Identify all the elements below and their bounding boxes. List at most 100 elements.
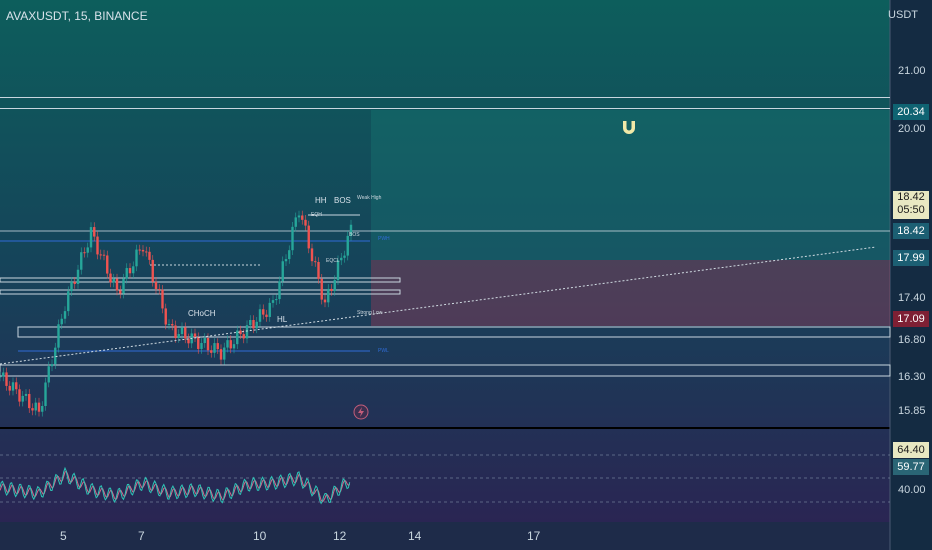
target-zone bbox=[371, 110, 890, 260]
candle bbox=[115, 278, 119, 291]
hh-label: HH bbox=[315, 196, 327, 205]
date-tick: 5 bbox=[60, 529, 67, 543]
candle bbox=[281, 261, 284, 282]
candle bbox=[128, 268, 132, 274]
candle bbox=[37, 402, 41, 412]
candle bbox=[161, 289, 164, 309]
candle bbox=[60, 318, 63, 325]
candle bbox=[86, 247, 89, 253]
price-label: 15.85 bbox=[898, 405, 926, 417]
candle bbox=[0, 376, 2, 378]
candle bbox=[57, 324, 60, 348]
candle bbox=[177, 334, 180, 339]
candle bbox=[320, 278, 323, 300]
candle bbox=[135, 249, 138, 267]
plot-background bbox=[0, 0, 890, 522]
candle bbox=[216, 343, 219, 350]
candle bbox=[141, 249, 145, 252]
candle bbox=[28, 393, 31, 409]
symbol-title: AVAXUSDT, 15, BINANCE bbox=[6, 9, 148, 23]
candle bbox=[265, 314, 268, 317]
level-line bbox=[0, 108, 890, 109]
candle bbox=[96, 236, 99, 255]
candle bbox=[245, 325, 249, 339]
candle bbox=[31, 408, 34, 411]
pwh-label: PWH bbox=[378, 236, 390, 242]
oscillator bbox=[0, 454, 890, 505]
candle bbox=[314, 261, 317, 263]
candle bbox=[304, 219, 307, 226]
candle bbox=[83, 252, 86, 254]
candle bbox=[167, 324, 171, 326]
price-label: 20.00 bbox=[898, 123, 926, 135]
candle bbox=[15, 382, 18, 390]
candle bbox=[11, 382, 15, 391]
date-tick: 7 bbox=[138, 529, 145, 543]
candle bbox=[164, 308, 167, 325]
oscillator-tag-value: 64.40 bbox=[893, 442, 929, 458]
structure-zones bbox=[0, 97, 891, 377]
trend-line[interactable] bbox=[0, 246, 877, 365]
candle bbox=[106, 255, 109, 274]
countdown-price: 18.42 bbox=[897, 191, 925, 203]
price-label: 16.80 bbox=[898, 334, 926, 346]
hl-label: HL bbox=[277, 315, 288, 324]
level-line bbox=[0, 97, 890, 98]
candle bbox=[41, 406, 44, 412]
candle bbox=[317, 261, 320, 279]
candle bbox=[193, 333, 197, 338]
level-zone bbox=[0, 364, 891, 377]
candle bbox=[346, 235, 349, 256]
candle bbox=[206, 338, 210, 351]
candle bbox=[213, 343, 216, 353]
countdown-tag: 18.42 05:50 bbox=[893, 191, 929, 219]
candle bbox=[80, 252, 83, 270]
candle bbox=[187, 338, 190, 344]
candle bbox=[24, 393, 28, 396]
price-axis-panel bbox=[890, 0, 932, 550]
candle bbox=[197, 337, 200, 349]
candle bbox=[232, 344, 236, 349]
lightning-icon[interactable] bbox=[353, 404, 369, 420]
candle bbox=[18, 389, 21, 402]
candle bbox=[125, 268, 128, 279]
candle bbox=[203, 338, 206, 344]
magnet-icon[interactable] bbox=[623, 121, 635, 134]
candle bbox=[249, 320, 252, 326]
bos-label: BOS bbox=[334, 196, 351, 205]
candle bbox=[50, 364, 54, 367]
candle bbox=[21, 395, 24, 402]
price-tag-level: 17.99 bbox=[893, 250, 929, 266]
price-tag-upper-level: 20.34 bbox=[893, 104, 929, 120]
candle bbox=[288, 250, 291, 260]
stop-zone bbox=[371, 260, 890, 326]
price-tag-last: 18.42 bbox=[893, 223, 929, 239]
candle bbox=[174, 325, 177, 339]
oscillator-signal-line bbox=[0, 470, 351, 503]
candle bbox=[323, 299, 327, 303]
candle bbox=[229, 340, 232, 349]
price-label: 16.30 bbox=[898, 371, 926, 383]
candle bbox=[255, 321, 258, 329]
bos-small-label: BOS bbox=[349, 232, 360, 238]
candle bbox=[44, 382, 47, 407]
oscillator-line bbox=[0, 466, 351, 505]
candle bbox=[151, 259, 154, 282]
candle bbox=[171, 324, 174, 326]
countdown-time: 05:50 bbox=[897, 204, 925, 216]
time-axis-panel bbox=[0, 522, 890, 550]
candle bbox=[242, 334, 245, 339]
candle bbox=[330, 288, 333, 291]
candle bbox=[99, 254, 102, 256]
candle bbox=[47, 366, 50, 383]
candle bbox=[223, 347, 226, 360]
candle bbox=[336, 260, 340, 281]
candle bbox=[154, 281, 158, 289]
date-tick: 12 bbox=[333, 529, 347, 543]
candle bbox=[122, 278, 125, 294]
candle bbox=[184, 327, 187, 339]
candle bbox=[297, 215, 301, 218]
choch-label: CHoCH bbox=[188, 309, 216, 318]
candle bbox=[76, 269, 80, 284]
